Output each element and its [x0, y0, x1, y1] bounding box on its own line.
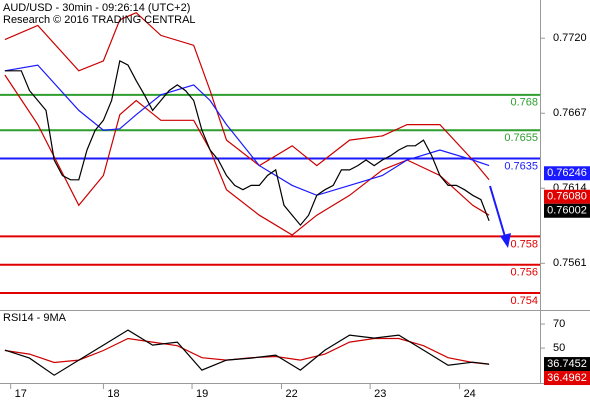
series-line	[4, 60, 490, 227]
level-label: 0.768	[510, 97, 538, 109]
price-label-box	[544, 203, 590, 218]
price-label-box	[544, 189, 590, 204]
x-tick-label: 19	[196, 388, 208, 400]
price-label: 0.76080	[547, 191, 587, 203]
level-label: 0.754	[510, 295, 538, 307]
series-line	[4, 11, 490, 181]
price-label-box	[544, 166, 590, 181]
chart-title: AUD/USD - 30min - 09:26:14 (UTC+2)	[3, 2, 190, 14]
rsi-title: RSI14 - 9MA	[3, 312, 67, 324]
x-tick-label: 17	[15, 388, 27, 400]
x-tick-label: 24	[464, 388, 476, 400]
projection-arrow	[489, 185, 507, 241]
level-label: 0.7655	[504, 132, 538, 144]
plot-layer: 0.77200.76670.76140.75610.7680.76550.763…	[0, 11, 590, 400]
projection-arrow-head	[500, 233, 511, 248]
y-tick-label: 0.7720	[553, 32, 587, 44]
y-tick-label: 0.7561	[553, 257, 587, 269]
y-tick-label: 50	[553, 342, 565, 354]
x-tick-label: 22	[285, 388, 297, 400]
level-label: 0.756	[510, 267, 538, 279]
y-tick-label: 0.7667	[553, 107, 587, 119]
level-label: 0.7635	[504, 160, 538, 172]
price-label: 0.76246	[547, 167, 587, 179]
series-line	[4, 329, 490, 376]
price-label: 36.4962	[547, 372, 587, 384]
price-label: 36.7452	[547, 358, 587, 370]
price-label-box	[544, 357, 590, 372]
price-label-box	[544, 371, 590, 386]
series-line	[4, 64, 490, 196]
chart-subtitle: Research © 2016 TRADING CENTRAL	[3, 14, 196, 26]
x-tick-label: 18	[107, 388, 119, 400]
level-label: 0.758	[510, 238, 538, 250]
y-tick-label: 70	[553, 318, 565, 330]
x-tick-label: 23	[374, 388, 386, 400]
price-label: 0.76002	[547, 205, 587, 217]
